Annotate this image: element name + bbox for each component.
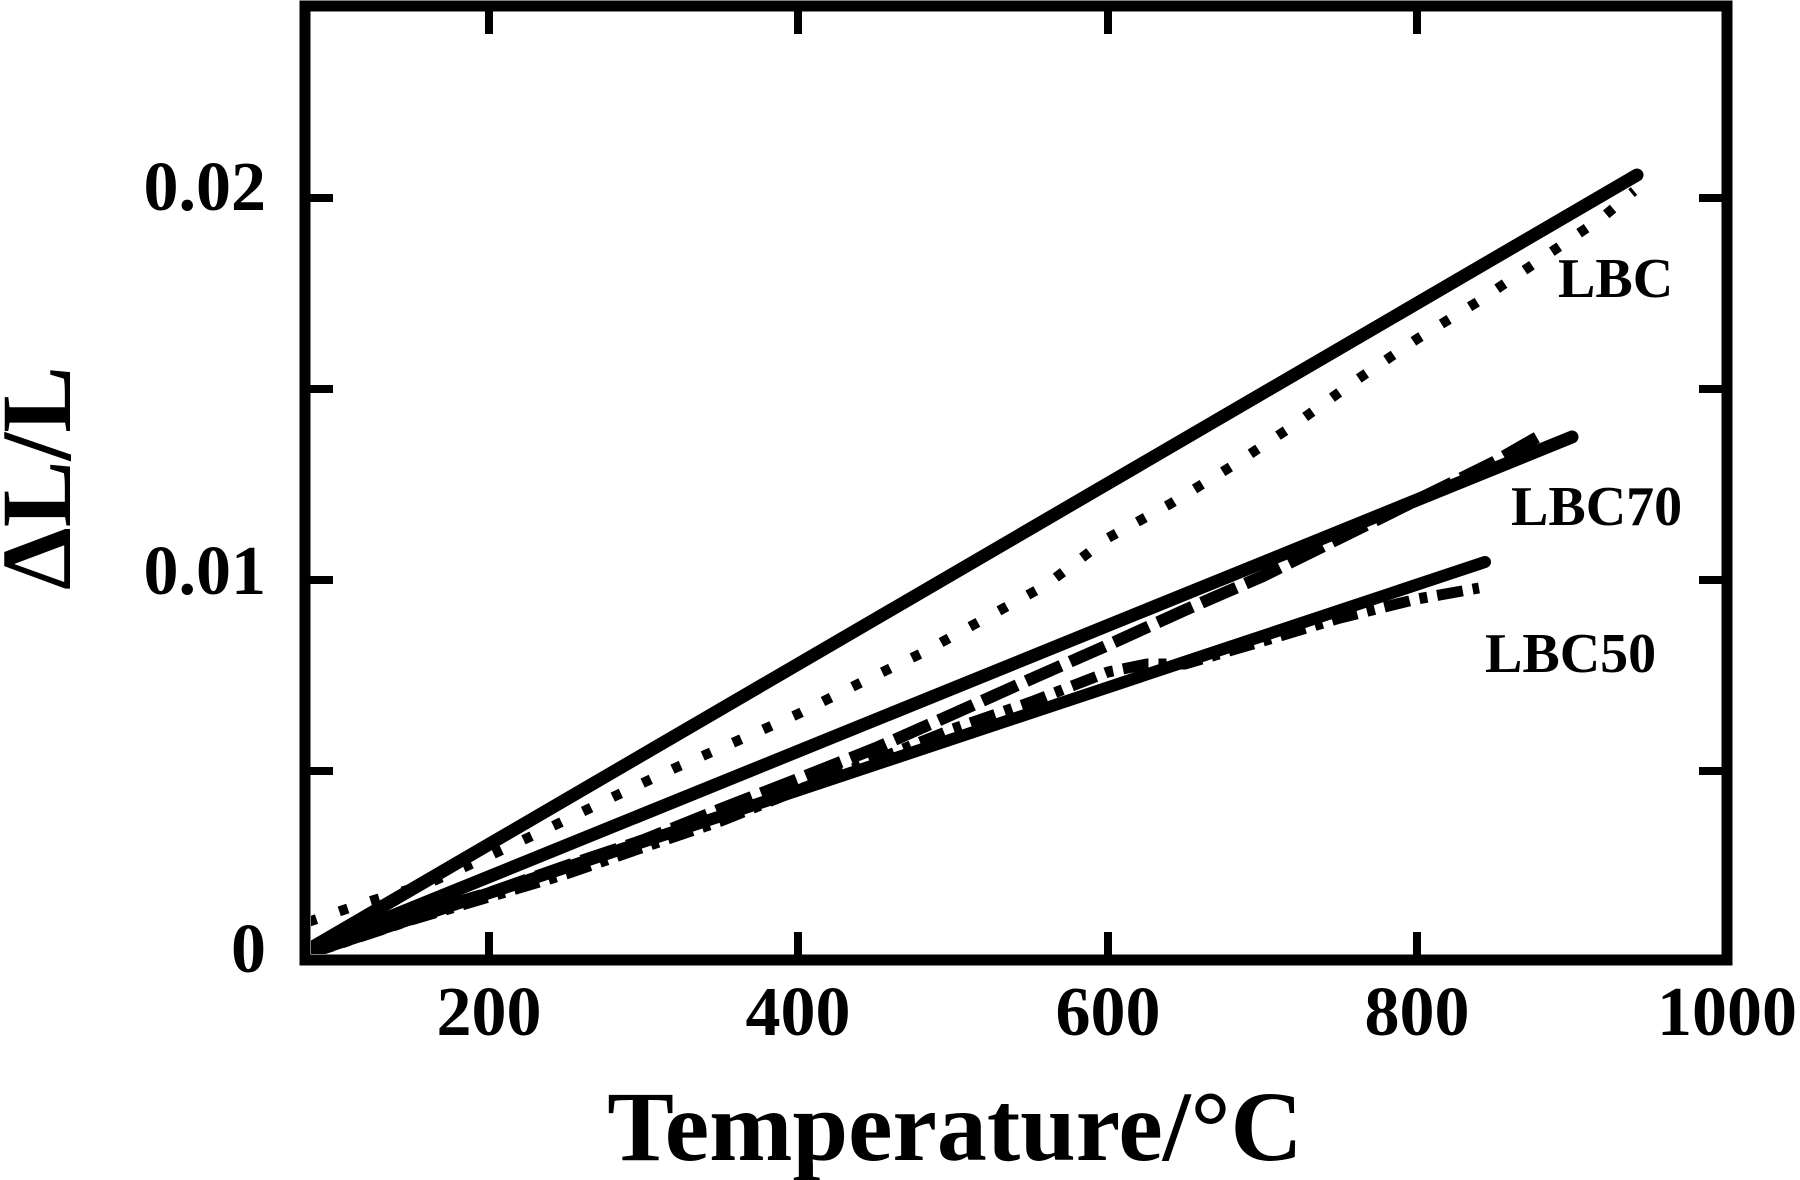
y-axis-title: ΔL/L [0, 366, 92, 590]
x-ticks [485, 11, 1421, 955]
x-tick-label-600: 600 [1056, 974, 1161, 1051]
series-label-lbc50: LBC50 [1485, 623, 1656, 685]
lbc50-fit-line [311, 556, 1491, 954]
lbc-fit-line [311, 168, 1644, 954]
series-label-lbc70: LBC70 [1511, 476, 1682, 538]
x-tick-label-1000: 1000 [1657, 974, 1797, 1051]
y-tick-label-0-02: 0.02 [144, 149, 267, 226]
y-tick-label-0: 0 [231, 911, 266, 988]
x-tick-label-200: 200 [437, 974, 542, 1051]
x-tick-label-800: 800 [1365, 974, 1470, 1051]
y-tick-label-0-01: 0.01 [144, 533, 267, 610]
x-tick-labels: 200 400 600 800 1000 [437, 974, 1798, 1051]
x-tick-label-400: 400 [746, 974, 851, 1051]
y-tick-labels: 0 0.01 0.02 [144, 149, 267, 988]
lbc70-fit-line [311, 430, 1579, 954]
plot-frame [299, 0, 1733, 966]
series-label-lbc: LBC [1558, 248, 1673, 310]
x-axis-title: Temperature/°C [607, 1071, 1302, 1180]
lbc-data-curve [311, 187, 1638, 927]
y-ticks [310, 194, 1722, 775]
